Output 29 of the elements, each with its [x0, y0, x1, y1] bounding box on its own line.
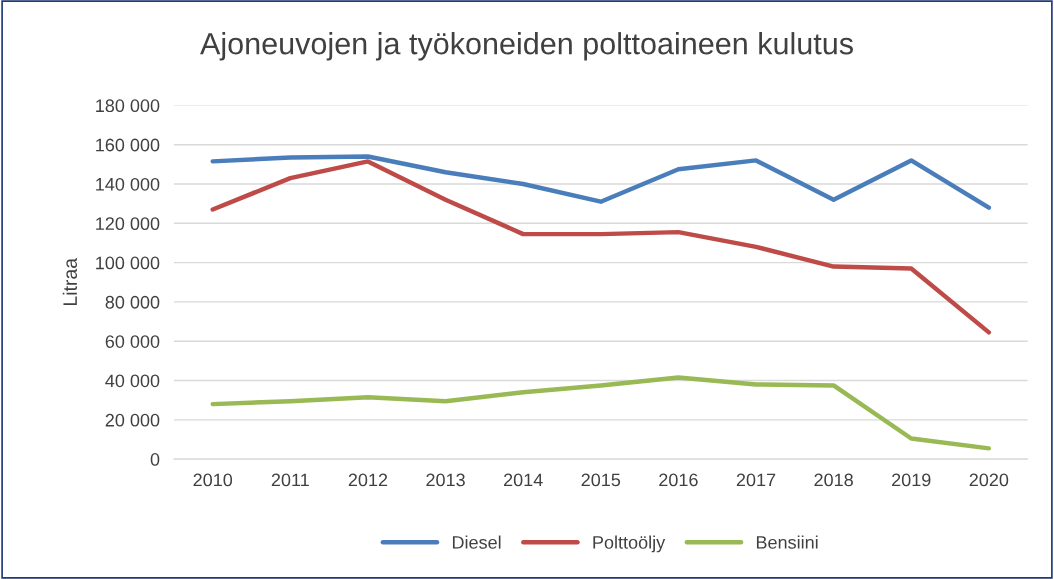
x-tick-label: 2015: [581, 473, 621, 487]
y-tick-label: 0: [150, 453, 160, 466]
chart-title: Ajoneuvojen ja työkoneiden polttoaineen kulutus: [200, 32, 853, 61]
y-tick-label: 100 000: [96, 256, 160, 270]
line-series: [210, 154, 992, 210]
y-tick-label: 180 000: [96, 99, 160, 113]
y-tick-label: 40 000: [105, 374, 160, 388]
x-tick-label: 2014: [503, 473, 543, 487]
y-tick-label: 60 000: [105, 335, 160, 348]
x-tick-label: 2019: [892, 473, 931, 487]
x-tick-label: 2010: [193, 473, 233, 487]
legend-label: Diesel: [452, 535, 501, 549]
x-tick-label: 2012: [348, 473, 388, 487]
y-tick-label: 140 000: [96, 177, 160, 191]
line-series: [210, 159, 992, 335]
y-axis-title: Litraa: [62, 257, 78, 305]
y-tick-label: 160 000: [96, 138, 160, 152]
y-tick-label: 80 000: [105, 295, 160, 309]
x-tick-label: 2011: [271, 473, 309, 487]
x-tick-label: 2018: [814, 473, 853, 487]
x-tick-label: 2020: [969, 473, 1009, 487]
legend-label: Polttoöljy: [593, 535, 666, 553]
y-tick-label: 120 000: [96, 217, 160, 231]
line-series: [210, 375, 992, 451]
legend-label: Bensiini: [756, 535, 818, 549]
x-tick-label: 2016: [659, 473, 698, 487]
x-tick-label: 2017: [736, 473, 776, 487]
x-tick-label: 2013: [426, 473, 465, 487]
y-tick-label: 20 000: [105, 413, 160, 427]
